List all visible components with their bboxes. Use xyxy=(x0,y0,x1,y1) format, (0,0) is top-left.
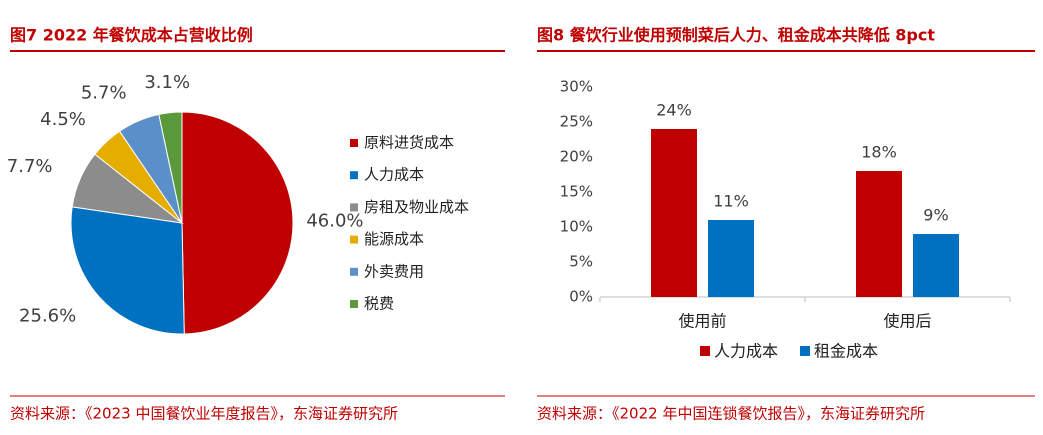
legend-swatch xyxy=(350,235,358,244)
legend-swatch xyxy=(350,203,358,212)
legend-label: 房租及物业成本 xyxy=(364,198,469,216)
y-tick-label: 20% xyxy=(560,148,593,166)
legend-swatch xyxy=(350,171,358,180)
data-label: 5.7% xyxy=(81,82,127,103)
data-label: 9% xyxy=(923,206,948,225)
data-label: 46.0% xyxy=(306,211,363,232)
y-tick-label: 30% xyxy=(560,78,593,96)
data-label: 3.1% xyxy=(144,72,190,93)
bar xyxy=(913,234,959,297)
legend-label: 能源成本 xyxy=(364,230,424,248)
legend-label: 税费 xyxy=(364,295,394,313)
legend-label: 租金成本 xyxy=(814,342,878,361)
legend-swatch xyxy=(350,267,358,276)
source: 资料来源：《2022 年中国连锁餐饮报告》，东海证券研究所 xyxy=(537,405,925,423)
y-tick-label: 25% xyxy=(560,113,593,131)
legend-swatch xyxy=(350,300,358,308)
legend-swatch xyxy=(350,139,358,147)
pie-slice xyxy=(70,206,185,335)
data-label: 25.6% xyxy=(19,305,76,326)
source: 资料来源：《2023 中国餐饮业年度报告》，东海证券研究所 xyxy=(10,405,398,423)
data-label: 4.5% xyxy=(40,109,86,130)
legend-swatch xyxy=(800,346,810,356)
chart-title: 图7 2022 年餐饮成本占营收比例 xyxy=(10,26,253,45)
y-tick-label: 10% xyxy=(560,218,593,236)
y-tick-label: 0% xyxy=(569,288,593,306)
y-tick-label: 5% xyxy=(569,253,593,271)
x-tick-label: 使用后 xyxy=(883,312,931,331)
legend-label: 人力成本 xyxy=(364,166,424,184)
data-label: 18% xyxy=(861,143,897,162)
pie-slice xyxy=(181,111,294,335)
pie-slice xyxy=(158,111,183,224)
bar xyxy=(708,220,754,297)
data-label: 7.7% xyxy=(7,156,53,177)
x-tick-label: 使用前 xyxy=(678,312,726,331)
legend-label: 人力成本 xyxy=(714,342,778,361)
chart-title: 图8 餐饮行业使用预制菜后人力、租金成本共降低 8pct xyxy=(537,26,935,45)
legend-swatch xyxy=(700,346,710,356)
data-label: 24% xyxy=(656,101,692,120)
legend-label: 外卖费用 xyxy=(364,262,424,280)
bar xyxy=(651,129,697,297)
bar xyxy=(856,171,902,297)
y-tick-label: 15% xyxy=(560,183,593,201)
data-label: 11% xyxy=(713,192,749,211)
legend-label: 原料进货成本 xyxy=(364,134,454,152)
